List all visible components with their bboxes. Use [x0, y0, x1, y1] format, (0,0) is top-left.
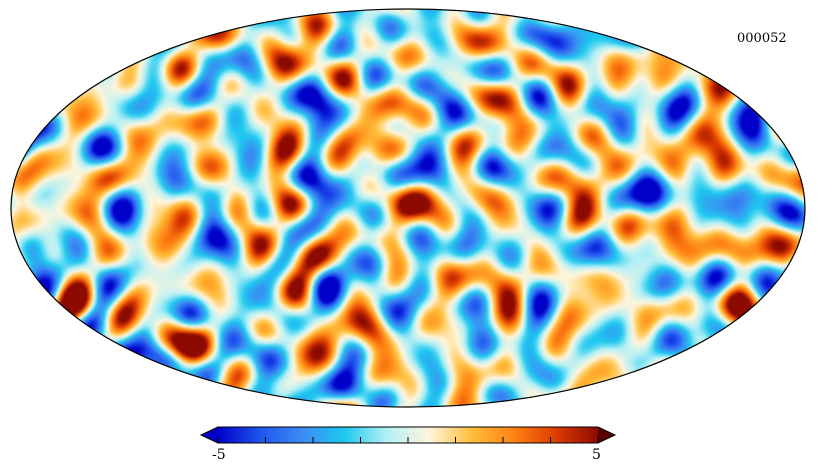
colorbar [199, 426, 617, 444]
map-label: 000052 [737, 31, 787, 46]
colorbar-min-label: -5 [212, 447, 226, 463]
colorbar-ticks [217, 437, 599, 443]
colorbar-over-arrow [598, 427, 615, 443]
colorbar-max-label: 5 [592, 447, 601, 463]
sky-map [11, 9, 805, 407]
map-outline [10, 8, 806, 408]
colorbar-under-arrow [201, 427, 218, 443]
